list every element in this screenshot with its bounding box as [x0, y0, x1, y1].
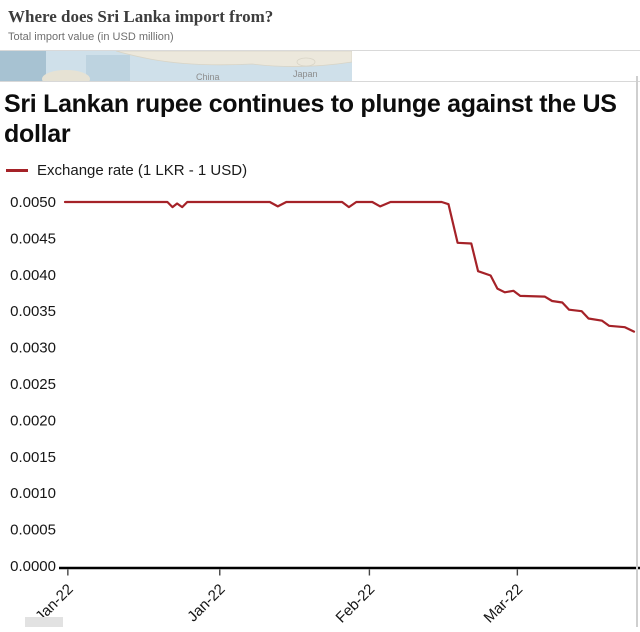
x-axis-label: Feb-22 [333, 580, 379, 626]
map-landmass [115, 50, 352, 67]
exchange-rate-chart: 0.0000 0.0005 0.0010 0.0015 0.0020 0.0025 0.00… [0, 182, 640, 632]
legend-label: Exchange rate (1 LKR - 1 USD) [37, 161, 248, 179]
y-axis-label: 0.0035 [10, 303, 56, 320]
x-axis-label: Jan-22 [184, 580, 228, 624]
y-axis-label: 0.0030 [10, 339, 56, 356]
map-label-china: China [196, 72, 220, 81]
import-chart-title: Where does Sri Lanka import from? [8, 7, 274, 26]
y-axis-label: 0.0045 [10, 230, 56, 247]
y-axis-label: 0.0000 [10, 558, 56, 575]
y-axis-label: 0.0005 [10, 521, 56, 538]
map-island-japan [296, 57, 316, 66]
header-divider [0, 49, 640, 51]
import-chart-header: Where does Sri Lanka import from? Total … [0, 0, 640, 50]
exchange-rate-line [63, 200, 636, 333]
y-axis-label: 0.0010 [10, 485, 56, 502]
y-axis-label: 0.0040 [10, 266, 56, 283]
line-chart-svg: 0.0000 0.0005 0.0010 0.0015 0.0020 0.0025 0.00… [10, 194, 640, 626]
import-chart-subtitle: Total import value (in USD million) [8, 30, 174, 43]
chart-legend: Exchange rate (1 LKR - 1 USD) [6, 162, 640, 179]
map-shaded-region [0, 50, 46, 81]
world-map-strip: China Japan [0, 50, 352, 81]
partial-element [25, 617, 63, 627]
x-axis-label: Mar-22 [481, 580, 527, 626]
card-right-border [636, 76, 638, 627]
y-axis-label: 0.0050 [10, 194, 56, 211]
chart-title: Sri Lankan rupee continues to plunge aga… [4, 89, 617, 148]
exchange-rate-card: Sri Lankan rupee continues to plunge aga… [0, 80, 640, 632]
legend-line-swatch [6, 168, 28, 172]
map-label-japan: Japan [293, 69, 318, 79]
y-axis-label: 0.0015 [10, 448, 56, 465]
map-landmass-2 [42, 69, 90, 81]
y-axis-label: 0.0025 [10, 376, 56, 393]
y-axis-label: 0.0020 [10, 412, 56, 429]
map-shaded-region-2 [86, 54, 130, 81]
